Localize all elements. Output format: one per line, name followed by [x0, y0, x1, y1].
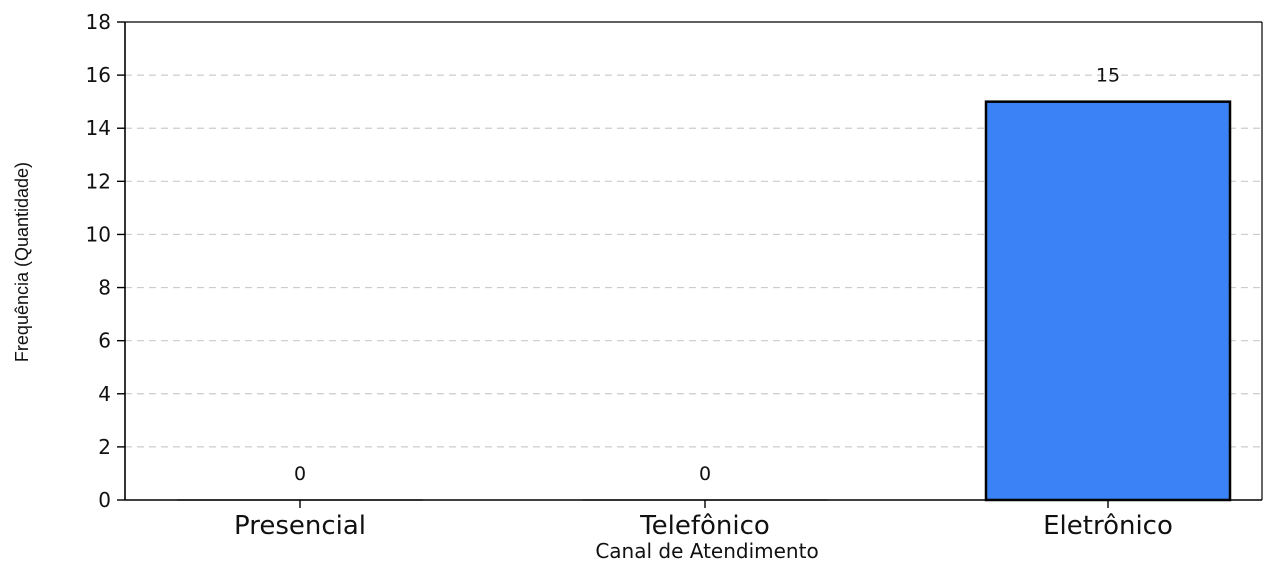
data-label: 0	[294, 463, 306, 485]
y-tick-label: 12	[86, 169, 111, 193]
x-tick-label: Eletrônico	[1043, 511, 1173, 541]
data-label: 15	[1096, 65, 1120, 87]
y-tick-label: 2	[98, 435, 111, 459]
y-tick-label: 4	[98, 382, 111, 406]
y-tick-label: 14	[86, 116, 111, 140]
x-tick-label: Telefônico	[639, 511, 770, 541]
x-ticks: Presencial Telefônico Eletrônico	[234, 500, 1173, 541]
x-axis-title: Canal de Atendimento	[595, 539, 818, 563]
bars	[178, 102, 1230, 500]
x-tick-label: Presencial	[234, 511, 366, 541]
y-tick-label: 6	[98, 329, 111, 353]
data-label: 0	[699, 463, 711, 485]
y-tick-label: 0	[98, 488, 111, 512]
y-axis-title: Frequência (Quantidade)	[12, 162, 32, 362]
y-tick-label: 10	[86, 222, 111, 246]
bar-eletrônico	[986, 102, 1230, 500]
y-tick-label: 16	[86, 63, 111, 87]
y-ticks: 0 2 4 6 8 10 12 14 16 18	[86, 10, 125, 512]
y-tick-label: 18	[86, 10, 111, 34]
y-tick-label: 8	[98, 276, 111, 300]
